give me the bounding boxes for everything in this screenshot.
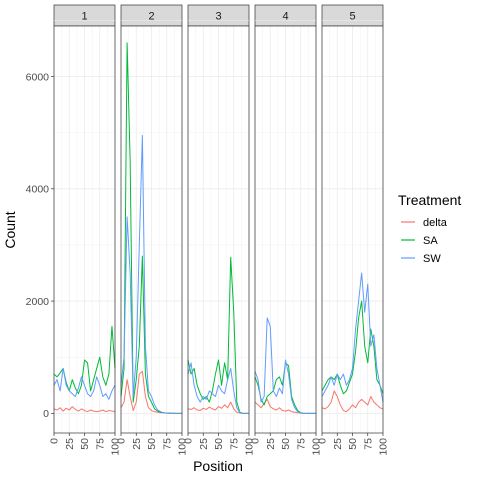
legend-label-SW: SW [423,253,441,265]
facet-strip-label-1: 1 [81,11,87,23]
x-tick-label: 75 [94,438,106,450]
y-axis-title: Count [2,211,18,248]
legend-entries: delta SA SW [401,217,448,265]
facet-strip-label-4: 4 [282,11,288,23]
y-tick-label: 0 [43,408,49,420]
x-tick-label: 25 [131,438,143,450]
facet-strip-label-3: 3 [215,11,221,23]
facet-panel-1: 10 25 50 75 100 [49,5,122,456]
facet-panel-5: 50 25 50 75 100 [317,5,390,456]
x-tick-label: 50 [213,438,225,450]
legend-label-delta: delta [423,217,448,229]
legend-entry-SA: SA [401,235,438,247]
facet-panel-4: 40 25 50 75 100 [250,5,323,456]
legend-entry-SW: SW [401,253,441,265]
x-axis-title: Position [193,458,243,474]
y-axis: 0 2000 4000 6000 [26,71,54,420]
x-tick-label: 25 [64,438,76,450]
x-tick-label: 0 [250,438,262,444]
facet-strip-label-2: 2 [148,11,154,23]
legend-label-SA: SA [423,235,438,247]
facet-panel-2: 20 25 50 75 100 [116,5,189,456]
y-tick-label: 4000 [26,184,50,196]
x-tick-label: 75 [362,438,374,450]
x-tick-label: 25 [198,438,210,450]
legend: Treatment delta SA SW [398,192,461,265]
x-tick-label: 100 [378,438,390,456]
legend-entry-delta: delta [401,217,448,229]
legend-title: Treatment [398,192,461,208]
x-tick-label: 0 [183,438,195,444]
y-tick-label: 6000 [26,71,50,83]
x-tick-label: 0 [116,438,128,444]
x-tick-label: 75 [228,438,240,450]
facet-strip-label-5: 5 [349,11,355,23]
x-tick-label: 25 [332,438,344,450]
x-tick-label: 50 [79,438,91,450]
x-tick-label: 50 [347,438,359,450]
y-tick-label: 2000 [26,296,50,308]
x-tick-label: 75 [161,438,173,450]
x-tick-label: 50 [146,438,158,450]
facet-panel-3: 30 25 50 75 100 [183,5,256,456]
x-tick-label: 50 [280,438,292,450]
x-tick-label: 0 [49,438,61,444]
x-tick-label: 75 [295,438,307,450]
x-tick-label: 0 [317,438,329,444]
x-tick-label: 25 [265,438,277,450]
